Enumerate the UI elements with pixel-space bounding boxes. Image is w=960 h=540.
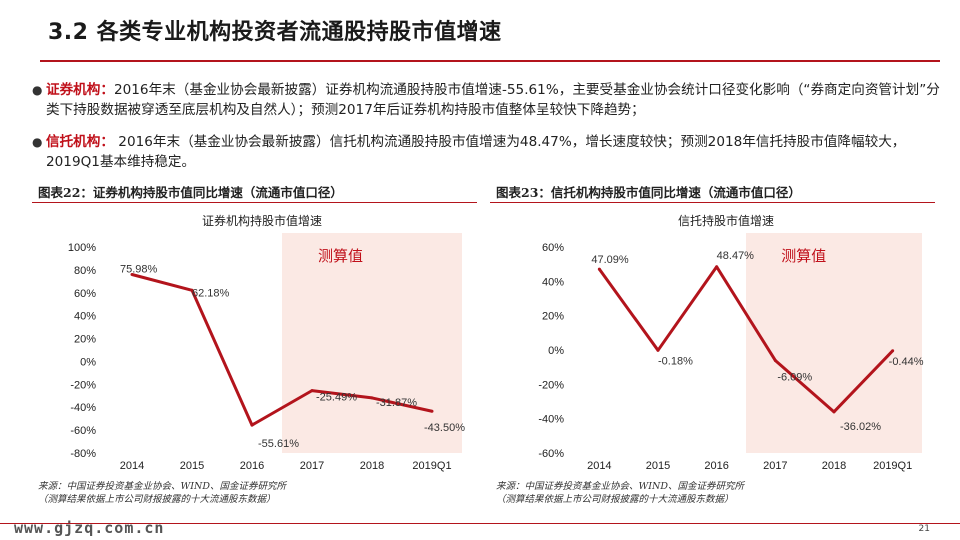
data-label: -6.09% xyxy=(777,371,812,383)
y-tick-label: 20% xyxy=(542,311,564,323)
x-tick-label: 2016 xyxy=(704,460,728,472)
y-tick-label: 60% xyxy=(542,242,564,254)
chart-panel-securities: 图表22：证券机构持股市值同比增速（流通市值口径） 测算值 证券机构持股市值增速 1… xyxy=(32,180,477,517)
page-number: 21 xyxy=(918,524,930,534)
y-tick-label: -80% xyxy=(70,448,96,460)
x-tick-label: 2014 xyxy=(120,460,144,472)
data-point xyxy=(370,396,374,400)
chart-source: 来源：中国证券投资基金业协会、WIND、国金证券研究所 （测算结果依据上市公司财… xyxy=(496,480,744,506)
y-tick-label: -60% xyxy=(70,425,96,437)
y-tick-label: 100% xyxy=(68,242,96,254)
x-tick-label: 2015 xyxy=(180,460,204,472)
y-tick-label: -20% xyxy=(538,379,564,391)
data-label: -0.18% xyxy=(658,355,693,367)
source-line: 来源：中国证券投资基金业协会、WIND、国金证券研究所 xyxy=(38,481,286,492)
y-tick-label: 0% xyxy=(80,356,96,368)
data-point xyxy=(656,348,660,352)
data-point xyxy=(832,410,836,414)
chart-header-text: 图表23：信托机构持股市值同比增速（流通市值口径） xyxy=(496,185,801,200)
data-point xyxy=(715,265,719,269)
chart-source: 来源：中国证券投资基金业协会、WIND、国金证券研究所 （测算结果依据上市公司财… xyxy=(38,480,286,506)
x-tick-label: 2014 xyxy=(587,460,611,472)
source-line: 来源：中国证券投资基金业协会、WIND、国金证券研究所 xyxy=(496,481,744,492)
data-label: -31.87% xyxy=(376,397,417,409)
bullet-label: 证券机构： xyxy=(46,82,114,98)
chart-header: 图表23：信托机构持股市值同比增速（流通市值口径） xyxy=(490,180,935,203)
forecast-shade xyxy=(746,233,922,453)
x-tick-label: 2017 xyxy=(763,460,787,472)
x-tick-label: 2016 xyxy=(240,460,264,472)
bullet-securities: ● 证券机构：2016年末（基金业协会最新披露）证券机构流通股持股市值增速-55… xyxy=(32,80,952,120)
bullet-trust: ● 信托机构： 2016年末（基金业协会最新披露）信托机构流通股持股市值增速为4… xyxy=(32,132,952,172)
bullet-list: ● 证券机构：2016年末（基金业协会最新披露）证券机构流通股持股市值增速-55… xyxy=(32,80,952,184)
x-tick-label: 2018 xyxy=(360,460,384,472)
bullet-text: 2016年末（基金业协会最新披露）证券机构流通股持股市值增速-55.61%，主要… xyxy=(46,82,940,118)
bullet-text: 2016年末（基金业协会最新披露）信托机构流通股持股市值增速为48.47%，增长… xyxy=(46,134,906,170)
y-tick-label: -20% xyxy=(70,379,96,391)
data-point xyxy=(250,423,254,427)
x-tick-label: 2017 xyxy=(300,460,324,472)
source-note: （测算结果依据上市公司财报披露的十大流通股东数据） xyxy=(496,494,734,505)
data-label: -0.44% xyxy=(889,356,924,368)
chart-header-text: 图表22：证券机构持股市值同比增速（流通市值口径） xyxy=(38,185,343,200)
forecast-shade xyxy=(282,233,462,453)
forecast-label: 测算值 xyxy=(781,247,826,265)
x-tick-label: 2019Q1 xyxy=(412,460,451,472)
x-tick-label: 2019Q1 xyxy=(873,460,912,472)
data-label: -55.61% xyxy=(258,438,299,450)
slide-title: 3.2 各类专业机构投资者流通股持股市值增速 xyxy=(48,20,502,45)
chart-panel-trust: 图表23：信托机构持股市值同比增速（流通市值口径） 测算值 信托持股市值增速 60%… xyxy=(490,180,935,517)
y-tick-label: -40% xyxy=(538,414,564,426)
y-tick-label: 40% xyxy=(74,311,96,323)
y-tick-label: 40% xyxy=(542,276,564,288)
source-note: （测算结果依据上市公司财报披露的十大流通股东数据） xyxy=(38,494,276,505)
series-line xyxy=(598,265,894,414)
data-label: 48.47% xyxy=(717,250,755,262)
y-tick-label: 80% xyxy=(74,265,96,277)
trust-chart: 测算值 信托持股市值增速 60% 40% 20% 0% -20% -40% -60% 2014 20… xyxy=(538,213,924,472)
x-tick-label: 2015 xyxy=(646,460,670,472)
chart-title: 证券机构持股市值增速 xyxy=(202,213,322,228)
series-line xyxy=(131,273,433,427)
data-label: 75.98% xyxy=(120,263,158,275)
watermark: www.gjzq.com.cn xyxy=(14,519,165,537)
data-label: -36.02% xyxy=(840,421,881,433)
bullet-label: 信托机构： xyxy=(46,134,114,150)
data-label: -25.49% xyxy=(316,392,357,404)
data-point xyxy=(430,409,434,413)
title-divider xyxy=(40,60,940,62)
data-point xyxy=(891,349,895,353)
y-tick-label: 0% xyxy=(548,345,564,357)
forecast-label: 测算值 xyxy=(318,247,363,265)
data-label: -43.50% xyxy=(424,422,465,434)
y-tick-label: -40% xyxy=(70,402,96,414)
chart-title: 信托持股市值增速 xyxy=(678,213,774,228)
data-point xyxy=(597,267,601,271)
data-point xyxy=(130,272,134,276)
y-tick-label: 60% xyxy=(74,288,96,300)
bullet-dot-icon: ● xyxy=(32,83,43,97)
y-tick-label: -60% xyxy=(538,448,564,460)
data-label: 47.09% xyxy=(591,254,629,266)
securities-chart: 测算值 证券机构持股市值增速 100% 80% 60% 40% 20% 0% -20% -40% -… xyxy=(68,213,465,472)
data-point xyxy=(310,389,314,393)
bullet-dot-icon: ● xyxy=(32,135,43,149)
x-tick-label: 2018 xyxy=(822,460,846,472)
chart-header: 图表22：证券机构持股市值同比增速（流通市值口径） xyxy=(32,180,477,203)
data-label: 62.18% xyxy=(192,287,230,299)
data-point xyxy=(190,288,194,292)
footer-divider xyxy=(0,523,960,524)
y-tick-label: 20% xyxy=(74,334,96,346)
data-point xyxy=(773,358,777,362)
